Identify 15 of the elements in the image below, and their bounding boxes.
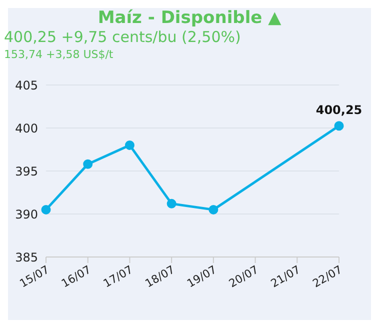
text: 153,74 +3,58 US$/t: [4, 48, 114, 61]
point: [208, 204, 218, 214]
y-tick-label: 395: [15, 164, 38, 178]
y-tick-label: 400: [15, 121, 38, 136]
point: [124, 140, 134, 150]
data-label: 400,25: [316, 102, 362, 117]
point: [83, 159, 93, 169]
point: [41, 204, 51, 214]
point: [166, 198, 176, 208]
chart-subtitle: 400,25 +9,75 cents/bu (2,50%): [4, 28, 242, 46]
point: [334, 121, 344, 131]
y-tick-label: 385: [15, 250, 38, 264]
y-tick-label: 390: [15, 207, 38, 222]
y-tick-label: 405: [15, 78, 38, 92]
chart-title: Maíz - Disponible ▲: [96, 8, 282, 28]
